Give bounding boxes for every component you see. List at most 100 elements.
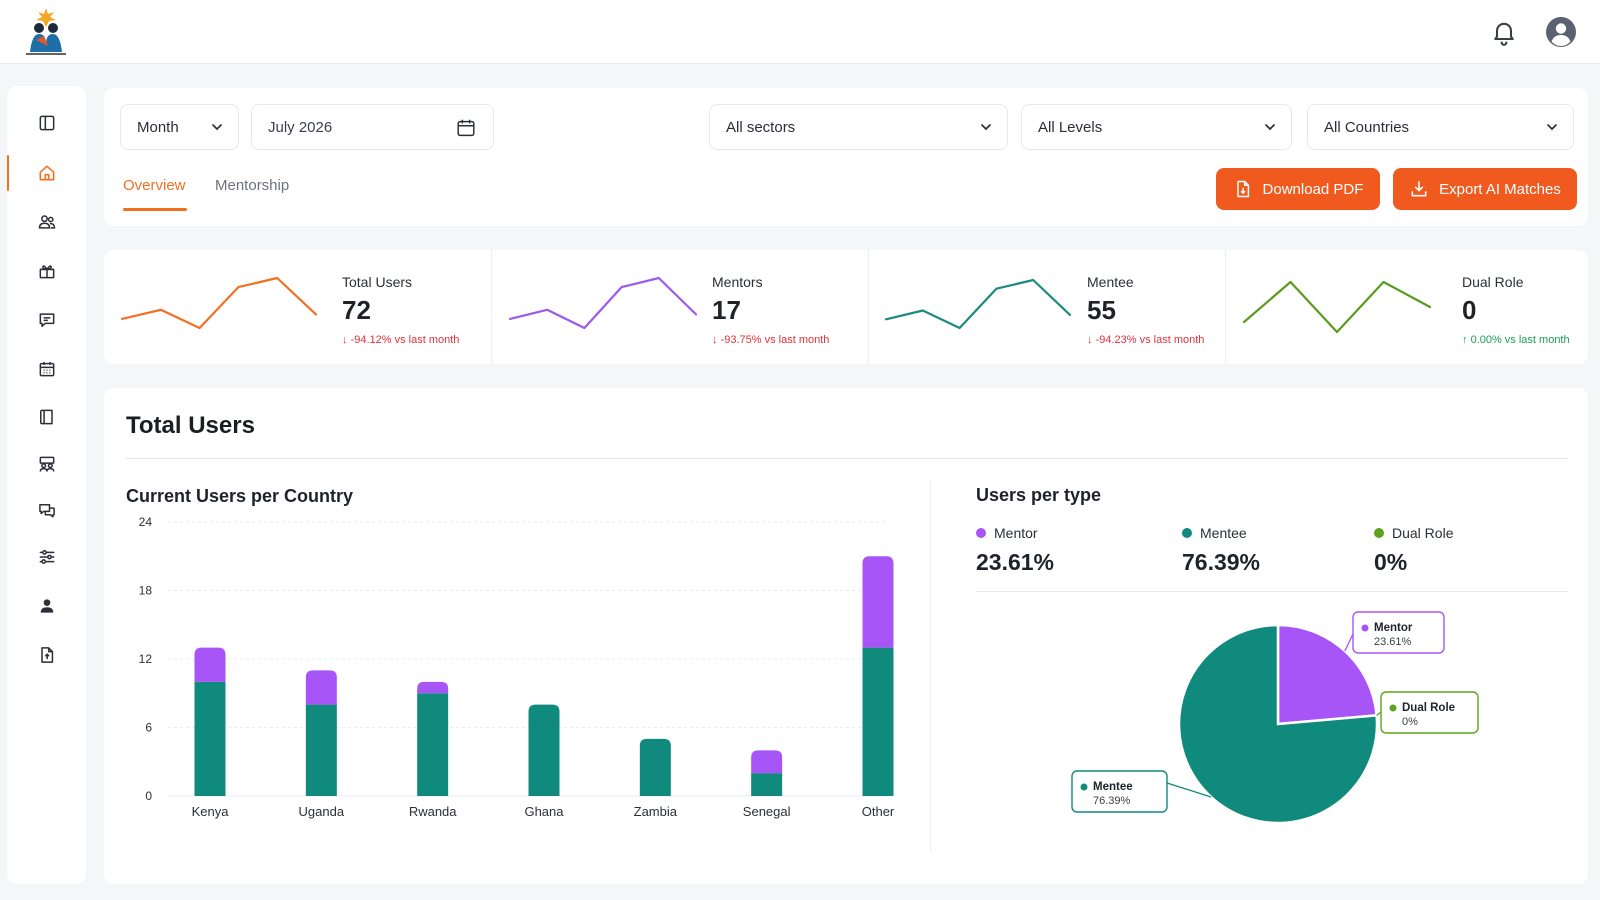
bar-mentee-other[interactable] xyxy=(862,647,894,796)
download-pdf-button[interactable]: Download PDF xyxy=(1216,168,1380,210)
bar-chart-title: Current Users per Country xyxy=(126,486,354,506)
message-icon xyxy=(39,313,54,327)
bar-mentor-senegal[interactable] xyxy=(751,750,783,774)
bar-mentee-uganda[interactable] xyxy=(305,704,337,796)
sparkline-series xyxy=(884,278,1072,330)
sidebar-item-calendar[interactable] xyxy=(7,349,86,389)
period-select[interactable]: Month xyxy=(120,104,239,150)
stat-change: ↓ -94.12% vs last month xyxy=(342,334,459,346)
level-select[interactable]: All Levels xyxy=(1021,104,1292,150)
chevron-down-icon xyxy=(1265,124,1275,131)
callout-dot xyxy=(1361,624,1369,632)
stat-change-text: -93.75% vs last month xyxy=(720,334,830,346)
stat-change: ↓ -94.23% vs last month xyxy=(1087,334,1204,346)
callout-box-mentor xyxy=(1352,611,1445,654)
bar-mentor-kenya[interactable] xyxy=(194,647,226,682)
sidebar-item-messages[interactable] xyxy=(7,300,86,340)
stat-value: 55 xyxy=(1087,295,1116,325)
sidebar-item-users[interactable] xyxy=(7,202,86,242)
stat-label: Dual Role xyxy=(1462,274,1524,290)
sidebar-item-layout[interactable] xyxy=(7,103,86,143)
mentors-sparkline xyxy=(508,276,698,330)
callout-box-dual-role xyxy=(1380,691,1479,734)
callout-dot xyxy=(1389,704,1397,712)
bar-mentor-other[interactable] xyxy=(862,556,894,648)
sidebar-item-reports[interactable] xyxy=(7,635,86,675)
chevron-down-icon xyxy=(1547,124,1557,131)
bar-mentee-rwanda[interactable] xyxy=(417,693,449,796)
stat-change: ↓ -93.75% vs last month xyxy=(712,334,829,346)
sidebar-item-home[interactable] xyxy=(7,153,86,193)
tab-active-indicator xyxy=(123,208,187,211)
chat-icon xyxy=(38,504,55,518)
pie-slice-mentee[interactable] xyxy=(1177,623,1379,825)
users-icon xyxy=(38,215,55,229)
stat-divider xyxy=(868,250,869,364)
x-tick-label: Rwanda xyxy=(409,804,457,819)
x-tick-label: Ghana xyxy=(524,804,564,819)
tab-overview[interactable]: Overview xyxy=(123,177,186,194)
level-select-value: All Levels xyxy=(1038,118,1103,136)
calendar-icon xyxy=(39,361,54,377)
bell-icon[interactable] xyxy=(1490,18,1518,46)
sidebar-item-opportunities[interactable] xyxy=(7,251,86,291)
bar-mentee-zambia[interactable] xyxy=(639,738,671,796)
person-icon xyxy=(40,599,53,613)
chevron-down-icon xyxy=(981,124,991,131)
layout-icon xyxy=(39,115,54,131)
stat-label: Mentors xyxy=(712,274,763,290)
calendar-icon[interactable] xyxy=(455,117,477,139)
sidebar xyxy=(7,86,86,884)
section-divider xyxy=(126,458,1568,459)
legend-label: Dual Role xyxy=(1392,525,1454,541)
legend-value: 0% xyxy=(1374,549,1408,575)
tab-mentorship[interactable]: Mentorship xyxy=(215,177,290,194)
callout-dot xyxy=(1080,783,1088,791)
document-icon xyxy=(40,647,53,663)
date-picker-value: July 2026 xyxy=(268,118,333,136)
users-per-country-chart: 0 6 12 18 24 Kenya Uganda Rwanda Ghana Zambia Sene… xyxy=(139,516,895,819)
home-icon xyxy=(39,165,54,181)
sidebar-item-profile[interactable] xyxy=(7,586,86,626)
bar-mentee-ghana[interactable] xyxy=(528,704,560,796)
user-avatar-icon[interactable] xyxy=(1545,16,1577,48)
legend-dot xyxy=(1374,528,1384,538)
country-select[interactable]: All Countries xyxy=(1307,104,1574,150)
y-tick-label: 0 xyxy=(145,789,152,803)
sidebar-item-settings[interactable] xyxy=(7,537,86,577)
sparkline-series xyxy=(1242,280,1432,334)
legend-mentee: Mentee xyxy=(1182,525,1247,541)
section-title: Total Users xyxy=(126,412,255,439)
sidebar-item-mentorship[interactable] xyxy=(7,444,86,484)
bar-mentee-kenya[interactable] xyxy=(194,681,226,796)
x-tick-label: Senegal xyxy=(743,804,791,819)
bar-mentee-senegal[interactable] xyxy=(751,773,783,796)
stat-change-text: -94.23% vs last month xyxy=(1095,334,1205,346)
stat-value: 0 xyxy=(1462,295,1477,325)
x-tick-label: Zambia xyxy=(634,804,678,819)
bar-mentor-rwanda[interactable] xyxy=(417,681,449,694)
sidebar-item-conversations[interactable] xyxy=(7,491,86,531)
legend-dot xyxy=(1182,528,1192,538)
bar-mentor-uganda[interactable] xyxy=(305,670,337,705)
callout-value: 0% xyxy=(1402,716,1418,728)
y-tick-label: 24 xyxy=(139,516,153,529)
callout-value: 76.39% xyxy=(1093,795,1131,807)
y-tick-label: 12 xyxy=(139,652,153,666)
pie-slice-mentor[interactable] xyxy=(1276,623,1378,726)
callout-label: Mentee xyxy=(1093,781,1133,793)
stat-change-text: 0.00% vs last month xyxy=(1470,334,1570,346)
sidebar-item-resources[interactable] xyxy=(7,397,86,437)
legend-label: Mentor xyxy=(994,525,1038,541)
sector-select[interactable]: All sectors xyxy=(709,104,1008,150)
brand-logo-icon[interactable] xyxy=(18,6,74,58)
callout-leader-line xyxy=(1376,711,1382,716)
sparkline-series xyxy=(508,276,698,330)
export-ai-matches-button[interactable]: Export AI Matches xyxy=(1393,168,1577,210)
top-bar xyxy=(0,0,1600,64)
x-tick-label: Other xyxy=(862,804,895,819)
stat-divider xyxy=(1225,250,1226,364)
date-picker[interactable]: July 2026 xyxy=(251,104,494,150)
x-tick-label: Uganda xyxy=(299,804,345,819)
legend-value: 76.39% xyxy=(1182,549,1261,575)
